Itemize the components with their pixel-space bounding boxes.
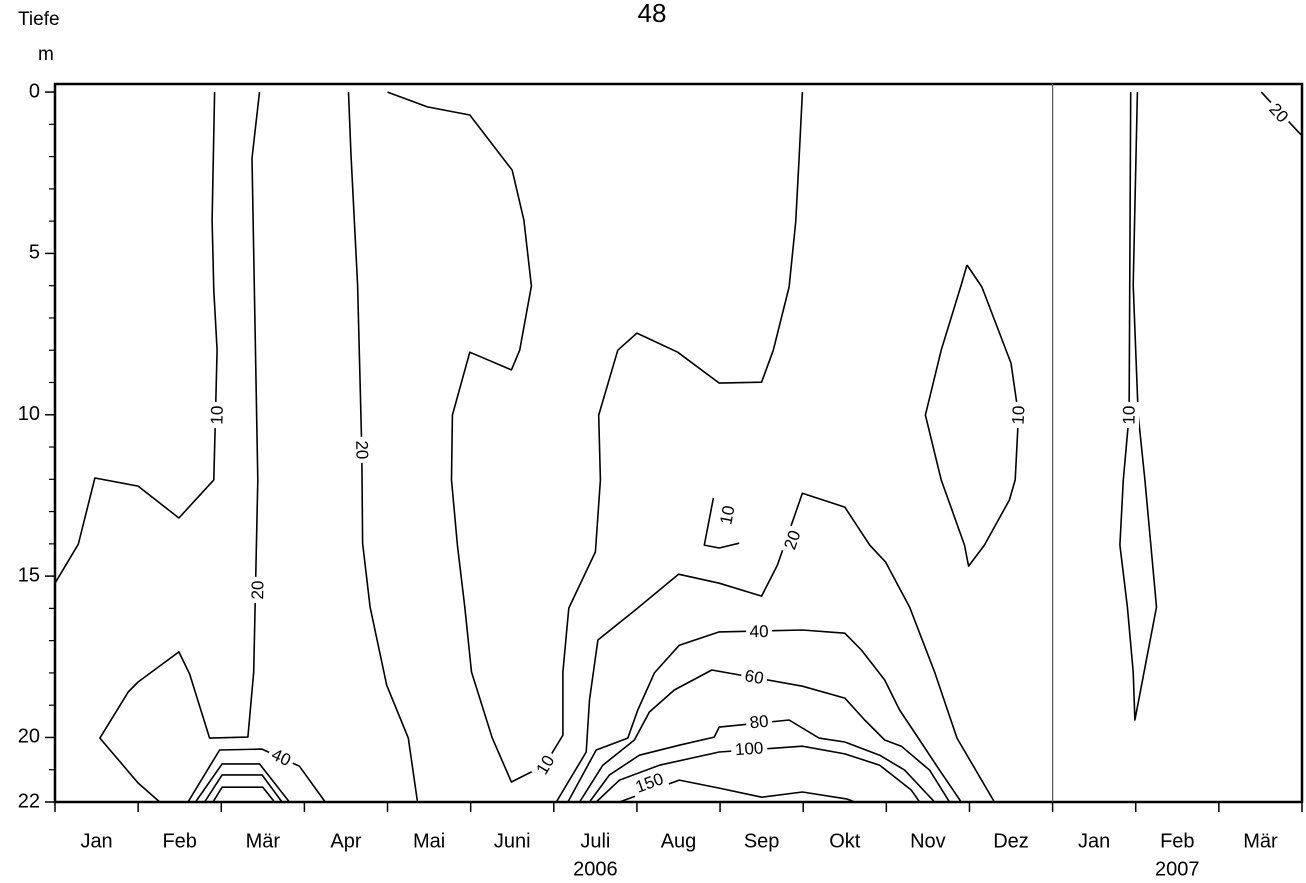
contour-label-bg [715,500,740,530]
contour-label-group: 10 [530,748,561,782]
contour-line [703,497,740,549]
contour-label-bg [265,742,298,773]
contour-label-bg [351,436,373,464]
x-tick-label: Sep [744,830,780,852]
contour-label-bg [247,576,269,604]
x-tick-label: Juni [494,830,531,852]
contour-line [212,786,276,802]
contour-label: 60 [743,666,765,688]
contour-label: 10 [207,405,226,424]
contour-label: 100 [734,738,764,759]
contour-label-group: 20 [247,576,269,604]
contour-line [555,492,996,802]
contour-label-bg [530,748,561,782]
contour-label-bg [739,664,769,690]
contour-label-bg [778,524,807,556]
x-tick-label: Jan [1078,830,1110,852]
contour-line [387,91,804,783]
contour-label-group: 100 [730,737,768,761]
x-tick-label: Juli [580,830,610,852]
contour-label-group: 60 [739,664,769,690]
contour-line [194,763,291,802]
contour-label: 10 [1009,405,1029,425]
contour-label-bg [629,767,670,799]
contour-line [595,745,921,802]
contour-label: 10 [716,504,738,526]
contour-line [347,92,419,802]
y-axis-unit: m [38,44,54,65]
x-group-label: 2007 [1155,858,1200,880]
x-tick-label: Dez [993,830,1029,852]
x-tick-label: Mär [1243,830,1278,852]
contour-label-group: 20 [1262,96,1295,130]
contour-line [567,629,962,802]
contour-label: 80 [749,712,770,733]
y-tick-label: 5 [29,242,40,264]
contour-label: 10 [1120,406,1139,425]
contour-label: 40 [749,622,768,641]
contour-label-group: 10 [206,401,228,429]
x-tick-label: Okt [829,830,861,852]
contour-label-group: 150 [629,767,670,799]
x-tick-label: Mär [246,830,281,852]
y-tick-label: 10 [18,403,40,425]
y-tick-label: 22 [18,790,40,812]
contour-line [187,748,326,802]
y-tick-label: 15 [18,564,40,586]
y-tick-label: 0 [29,80,40,102]
contour-label-group: 10 [1007,401,1030,429]
contour-label: 20 [1265,100,1292,127]
contour-label: 20 [352,440,371,459]
x-tick-label: Apr [330,830,361,852]
contour-line [55,92,218,584]
contour-label-group: 10 [715,500,740,530]
contour-label-group: 20 [778,524,807,556]
y-axis-label: Tiefe [18,9,60,30]
contour-label-bg [730,737,768,761]
contour-line [578,669,951,802]
contour-line [1119,92,1158,721]
contour-label-group: 40 [745,621,773,642]
x-tick-label: Feb [1160,830,1194,852]
contour-label-group: 10 [1119,402,1140,429]
contour-label-bg [745,621,773,642]
contour-line [619,779,855,802]
contour-label-group: 40 [265,742,298,773]
contour-label-bg [1119,402,1140,429]
x-tick-label: Jan [80,830,112,852]
contour-layer: 10 20 40 20 10 10 20 40 60 80 100 150 10 10 20 [55,91,1302,802]
x-group-label: 2006 [573,858,618,880]
contour-label-group: 80 [745,710,774,734]
plot-frame [53,82,1304,804]
x-tick-label: Aug [661,830,697,852]
contour-label-bg [1007,401,1030,429]
contour-label: 20 [248,580,267,599]
contour-label-group: 20 [351,436,373,464]
contour-label-bg [745,710,774,734]
x-tick-label: Nov [910,830,946,852]
contour-line [203,774,283,802]
x-tick-label: Mai [413,830,445,852]
contour-label-bg [206,401,228,429]
contour-label-bg [1262,96,1295,130]
x-tick-label: Feb [162,830,196,852]
y-tick-label: 20 [18,726,40,748]
contour-line [99,92,261,802]
page-number: 48 [638,0,667,28]
contour-line [924,264,1020,567]
